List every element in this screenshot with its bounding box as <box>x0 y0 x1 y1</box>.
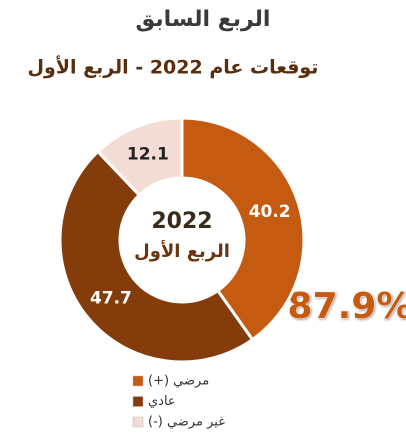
center-label: الربع الأول <box>134 240 230 262</box>
legend-swatch <box>132 416 144 428</box>
legend-swatch <box>132 375 144 387</box>
donut-segment <box>58 149 255 364</box>
chart-title: الربع السابق <box>136 7 271 32</box>
legend-swatch <box>132 396 144 407</box>
center-year: 2022 <box>151 209 212 234</box>
segment-label: 47.7 <box>90 288 132 308</box>
annotation: 87.9% <box>288 286 406 327</box>
legend-label: غير مرضي (-) <box>148 415 225 430</box>
segment-label: 40.2 <box>249 202 291 222</box>
legend-label: عادي <box>148 394 176 409</box>
donut-segment <box>180 116 306 342</box>
chart-subtitle: توقعات عام 2022 - الربع الأول <box>28 56 319 79</box>
donut-segment <box>95 116 184 198</box>
legend-label: مرضي (+) <box>148 374 209 389</box>
segment-label: 12.1 <box>127 145 169 165</box>
